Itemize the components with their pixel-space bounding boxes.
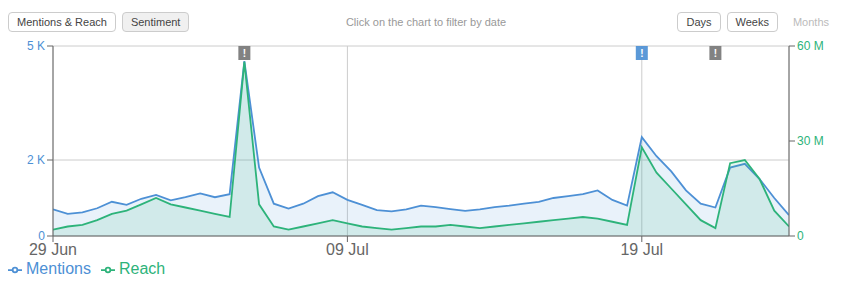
html-text:Sentiment: Sentiment	[130, 16, 181, 28]
svg-text:2 K: 2 K	[27, 153, 45, 167]
html-text:Click on the chart to filter b: Click on the chart to filter by date	[345, 16, 507, 28]
html-text:Days: Days	[686, 16, 712, 28]
svg-text:5 K: 5 K	[27, 39, 45, 53]
html-text:Mentions: Mentions	[26, 260, 91, 277]
svg-text:19 Jul: 19 Jul	[620, 241, 663, 258]
svg-text:0: 0	[38, 229, 45, 243]
svg-text:60 M: 60 M	[797, 39, 824, 53]
html-text:Reach: Reach	[118, 260, 166, 277]
svg-text:09 Jul: 09 Jul	[326, 241, 369, 258]
html-text:Mentions & Reach: Mentions & Reach	[17, 16, 107, 28]
html-text:Weeks: Weeks	[735, 16, 769, 28]
svg-text:0: 0	[797, 229, 804, 243]
svg-text:!: !	[243, 48, 246, 59]
svg-text:30 M: 30 M	[797, 134, 824, 148]
svg-text:!: !	[640, 48, 643, 59]
svg-text:!: !	[714, 48, 717, 59]
svg-text:29 Jun: 29 Jun	[29, 241, 77, 258]
html-text:Months: Months	[792, 16, 829, 28]
